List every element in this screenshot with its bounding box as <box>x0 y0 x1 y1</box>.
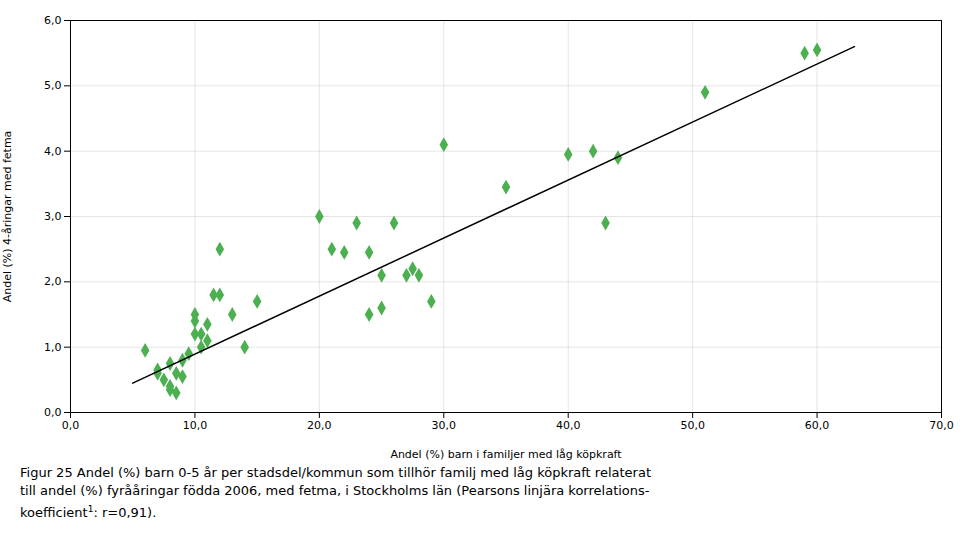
svg-text:4,0: 4,0 <box>44 145 62 158</box>
svg-text:0,0: 0,0 <box>44 406 62 419</box>
svg-text:Andel (%) barn i familjer med: Andel (%) barn i familjer med låg köpkra… <box>390 448 622 461</box>
svg-text:40,0: 40,0 <box>556 419 581 432</box>
html-text:koefficient1: r=0,91).: koefficient1: r=0,91). <box>20 504 157 521</box>
svg-text:60,0: 60,0 <box>805 419 830 432</box>
svg-text:30,0: 30,0 <box>432 419 457 432</box>
svg-text:3,0: 3,0 <box>44 210 62 223</box>
svg-text:50,0: 50,0 <box>680 419 705 432</box>
html-text:Figur 25 Andel (%) barn 0-5 år: Figur 25 Andel (%) barn 0-5 år per stads… <box>20 465 651 480</box>
svg-text:10,0: 10,0 <box>183 419 208 432</box>
svg-text:70,0: 70,0 <box>929 419 954 432</box>
svg-text:1,0: 1,0 <box>44 341 62 354</box>
svg-text:6,0: 6,0 <box>44 14 62 27</box>
html-text:till andel (%) fyrååringar föd: till andel (%) fyrååringar födda 2006, m… <box>20 483 650 498</box>
svg-text:Andel (%) 4-åringar med fetma: Andel (%) 4-åringar med fetma <box>1 131 14 303</box>
svg-text:20,0: 20,0 <box>307 419 332 432</box>
svg-text:0,0: 0,0 <box>62 419 80 432</box>
svg-text:5,0: 5,0 <box>44 79 62 92</box>
svg-text:2,0: 2,0 <box>44 275 62 288</box>
